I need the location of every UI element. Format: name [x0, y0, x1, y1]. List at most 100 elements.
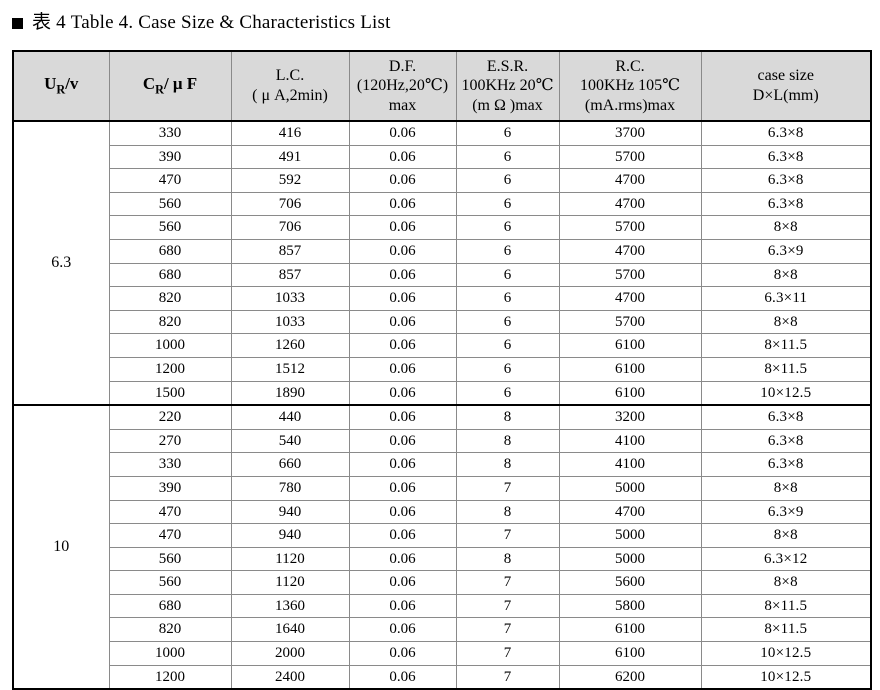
case-size-characteristics-table: UR/v CR/ μ F L.C. ( μ A,2min) D.F. (120H… — [12, 50, 872, 690]
cell-case-size: 10×12.5 — [700, 664, 872, 690]
cell-ripple-current: 4700 — [558, 168, 702, 193]
cell-dissipation-factor: 0.06 — [348, 593, 457, 619]
cell-leakage-current: 857 — [230, 238, 350, 264]
cell-ripple-current: 4100 — [558, 452, 702, 477]
cell-capacitance: 470 — [108, 523, 232, 548]
cell-esr: 6 — [455, 333, 560, 358]
column-header-dissipation-factor: D.F. (120Hz,20℃) max — [348, 50, 457, 122]
table-body: 6.3 330 416 0.06 6 3700 6.3×8 390 491 0.06 6 5700 6.… — [12, 119, 872, 690]
cell-case-size: 6.3×11 — [700, 286, 872, 311]
cell-ripple-current: 5700 — [558, 215, 702, 240]
cell-ripple-current: 6200 — [558, 664, 702, 690]
cell-esr: 7 — [455, 617, 560, 643]
table-row: 1000 2000 0.06 7 6100 10×12.5 — [13, 641, 872, 666]
cell-esr: 6 — [455, 168, 560, 193]
cell-ripple-current: 5800 — [558, 593, 702, 619]
cell-capacitance: 680 — [108, 238, 232, 264]
cell-dissipation-factor: 0.06 — [348, 333, 457, 358]
cell-ripple-current: 4100 — [558, 428, 702, 454]
cell-case-size: 6.3×8 — [700, 404, 872, 430]
cell-case-size: 8×8 — [700, 215, 872, 240]
table-row: 6.3 330 416 0.06 6 3700 6.3×8 — [12, 119, 872, 406]
cell-case-size: 8×11.5 — [700, 333, 872, 358]
spec-table-container: UR/v CR/ μ F L.C. ( μ A,2min) D.F. (120H… — [12, 50, 872, 690]
cell-leakage-current: 540 — [230, 428, 350, 454]
cell-esr: 6 — [455, 356, 560, 382]
cell-esr: 6 — [455, 286, 560, 311]
table-row: 820 1033 0.06 6 5700 8×8 — [13, 309, 872, 335]
cell-leakage-current: 706 — [230, 191, 350, 217]
cell-capacitance: 680 — [108, 262, 232, 288]
cell-leakage-current: 660 — [230, 452, 350, 477]
cell-capacitance: 330 — [108, 119, 232, 146]
table-row: 390 780 0.06 7 5000 8×8 — [13, 475, 872, 501]
cell-esr: 6 — [455, 119, 560, 146]
table-row: 390 491 0.06 6 5700 6.3×8 — [13, 144, 872, 170]
cell-dissipation-factor: 0.06 — [348, 144, 457, 170]
cell-esr: 7 — [455, 475, 560, 501]
column-header-rated-voltage: UR/v — [12, 50, 110, 122]
cell-capacitance: 680 — [108, 593, 232, 619]
cell-case-size: 6.3×8 — [700, 452, 872, 477]
cell-leakage-current: 592 — [230, 168, 350, 193]
cell-dissipation-factor: 0.06 — [348, 664, 457, 690]
table-row: 1200 1512 0.06 6 6100 8×11.5 — [13, 356, 872, 382]
cell-case-size: 6.3×8 — [700, 119, 872, 146]
cell-ripple-current: 4700 — [558, 286, 702, 311]
cell-ripple-current: 5600 — [558, 570, 702, 595]
cell-dissipation-factor: 0.06 — [348, 641, 457, 666]
cell-capacitance: 820 — [108, 286, 232, 311]
cell-case-size: 6.3×8 — [700, 144, 872, 170]
cell-ripple-current: 3200 — [558, 404, 702, 430]
cell-case-size: 6.3×8 — [700, 168, 872, 193]
cell-dissipation-factor: 0.06 — [348, 475, 457, 501]
table-row: 470 592 0.06 6 4700 6.3×8 — [13, 168, 872, 193]
cell-case-size: 8×8 — [700, 570, 872, 595]
table-row: 680 857 0.06 6 4700 6.3×9 — [13, 238, 872, 264]
table-row: 330 660 0.06 8 4100 6.3×8 — [13, 452, 872, 477]
table-row: 1000 1260 0.06 6 6100 8×11.5 — [13, 333, 872, 358]
cell-capacitance: 1000 — [108, 641, 232, 666]
column-header-leakage-current: L.C. ( μ A,2min) — [230, 50, 350, 122]
cell-esr: 6 — [455, 191, 560, 217]
cell-ripple-current: 3700 — [558, 119, 702, 146]
cell-ripple-current: 6100 — [558, 617, 702, 643]
cell-esr: 7 — [455, 664, 560, 690]
cell-case-size: 6.3×8 — [700, 428, 872, 454]
table-row: 560 706 0.06 6 5700 8×8 — [13, 215, 872, 240]
cell-esr: 6 — [455, 215, 560, 240]
cell-capacitance: 470 — [108, 499, 232, 525]
cell-leakage-current: 440 — [230, 404, 350, 430]
cell-capacitance: 270 — [108, 428, 232, 454]
cell-case-size: 8×8 — [700, 309, 872, 335]
table-row: 470 940 0.06 7 5000 8×8 — [13, 523, 872, 548]
cell-leakage-current: 1120 — [230, 570, 350, 595]
cell-case-size: 6.3×9 — [700, 499, 872, 525]
cell-ripple-current: 6100 — [558, 641, 702, 666]
header-row: UR/v CR/ μ F L.C. ( μ A,2min) D.F. (120H… — [12, 50, 872, 122]
cell-ripple-current: 4700 — [558, 499, 702, 525]
cell-dissipation-factor: 0.06 — [348, 523, 457, 548]
table-row: 560 1120 0.06 8 5000 6.3×12 — [13, 546, 872, 572]
table-row: 10 220 440 0.06 8 3200 6.3×8 — [12, 404, 872, 690]
cell-dissipation-factor: 0.06 — [348, 404, 457, 430]
table-row: 680 857 0.06 6 5700 8×8 — [13, 262, 872, 288]
cell-case-size: 8×8 — [700, 523, 872, 548]
cell-rated-voltage: 6.3 — [12, 119, 110, 406]
cell-dissipation-factor: 0.06 — [348, 238, 457, 264]
cell-capacitance: 820 — [108, 309, 232, 335]
cell-ripple-current: 5700 — [558, 144, 702, 170]
cell-leakage-current: 1033 — [230, 286, 350, 311]
cell-dissipation-factor: 0.06 — [348, 617, 457, 643]
cell-ripple-current: 5000 — [558, 546, 702, 572]
table-row: 680 1360 0.06 7 5800 8×11.5 — [13, 593, 872, 619]
column-header-ripple-current: R.C. 100KHz 105℃ (mA.rms)max — [558, 50, 702, 122]
cell-leakage-current: 1120 — [230, 546, 350, 572]
cell-esr: 6 — [455, 309, 560, 335]
cell-leakage-current: 1033 — [230, 309, 350, 335]
cell-dissipation-factor: 0.06 — [348, 286, 457, 311]
cell-dissipation-factor: 0.06 — [348, 428, 457, 454]
column-header-esr: E.S.R. 100KHz 20℃ (m Ω )max — [455, 50, 560, 122]
cell-ripple-current: 5000 — [558, 523, 702, 548]
cell-capacitance: 220 — [108, 404, 232, 430]
